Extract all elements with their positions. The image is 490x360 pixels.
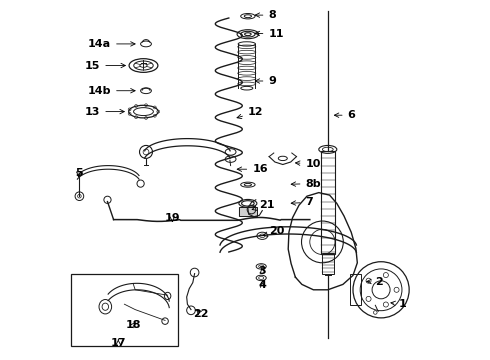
Text: 12: 12 — [237, 107, 264, 119]
Bar — [320, 151, 335, 254]
Text: 2: 2 — [367, 276, 383, 287]
Text: 14b: 14b — [88, 86, 135, 96]
Text: 18: 18 — [125, 320, 141, 330]
Text: 8: 8 — [255, 10, 276, 20]
Text: 10: 10 — [295, 159, 321, 169]
Text: 7: 7 — [291, 197, 313, 207]
Bar — [322, 253, 334, 274]
Bar — [72, 274, 178, 346]
Text: 1: 1 — [391, 299, 407, 309]
Bar — [239, 207, 257, 216]
Text: 11: 11 — [255, 29, 284, 39]
Text: 17: 17 — [111, 338, 126, 348]
Text: 13: 13 — [85, 107, 124, 117]
Bar — [350, 274, 361, 305]
Text: 9: 9 — [255, 76, 276, 86]
Text: 5: 5 — [75, 168, 82, 178]
Text: 15: 15 — [85, 60, 125, 71]
Text: 21: 21 — [252, 200, 274, 210]
Text: 22: 22 — [194, 309, 209, 319]
Text: 19: 19 — [165, 213, 180, 223]
Text: 8b: 8b — [291, 179, 321, 189]
Text: 3: 3 — [258, 266, 266, 276]
Text: 6: 6 — [334, 110, 355, 120]
Text: 4: 4 — [258, 280, 266, 290]
Text: 20: 20 — [263, 226, 285, 236]
Text: 16: 16 — [237, 164, 268, 174]
Text: 14a: 14a — [88, 39, 135, 49]
